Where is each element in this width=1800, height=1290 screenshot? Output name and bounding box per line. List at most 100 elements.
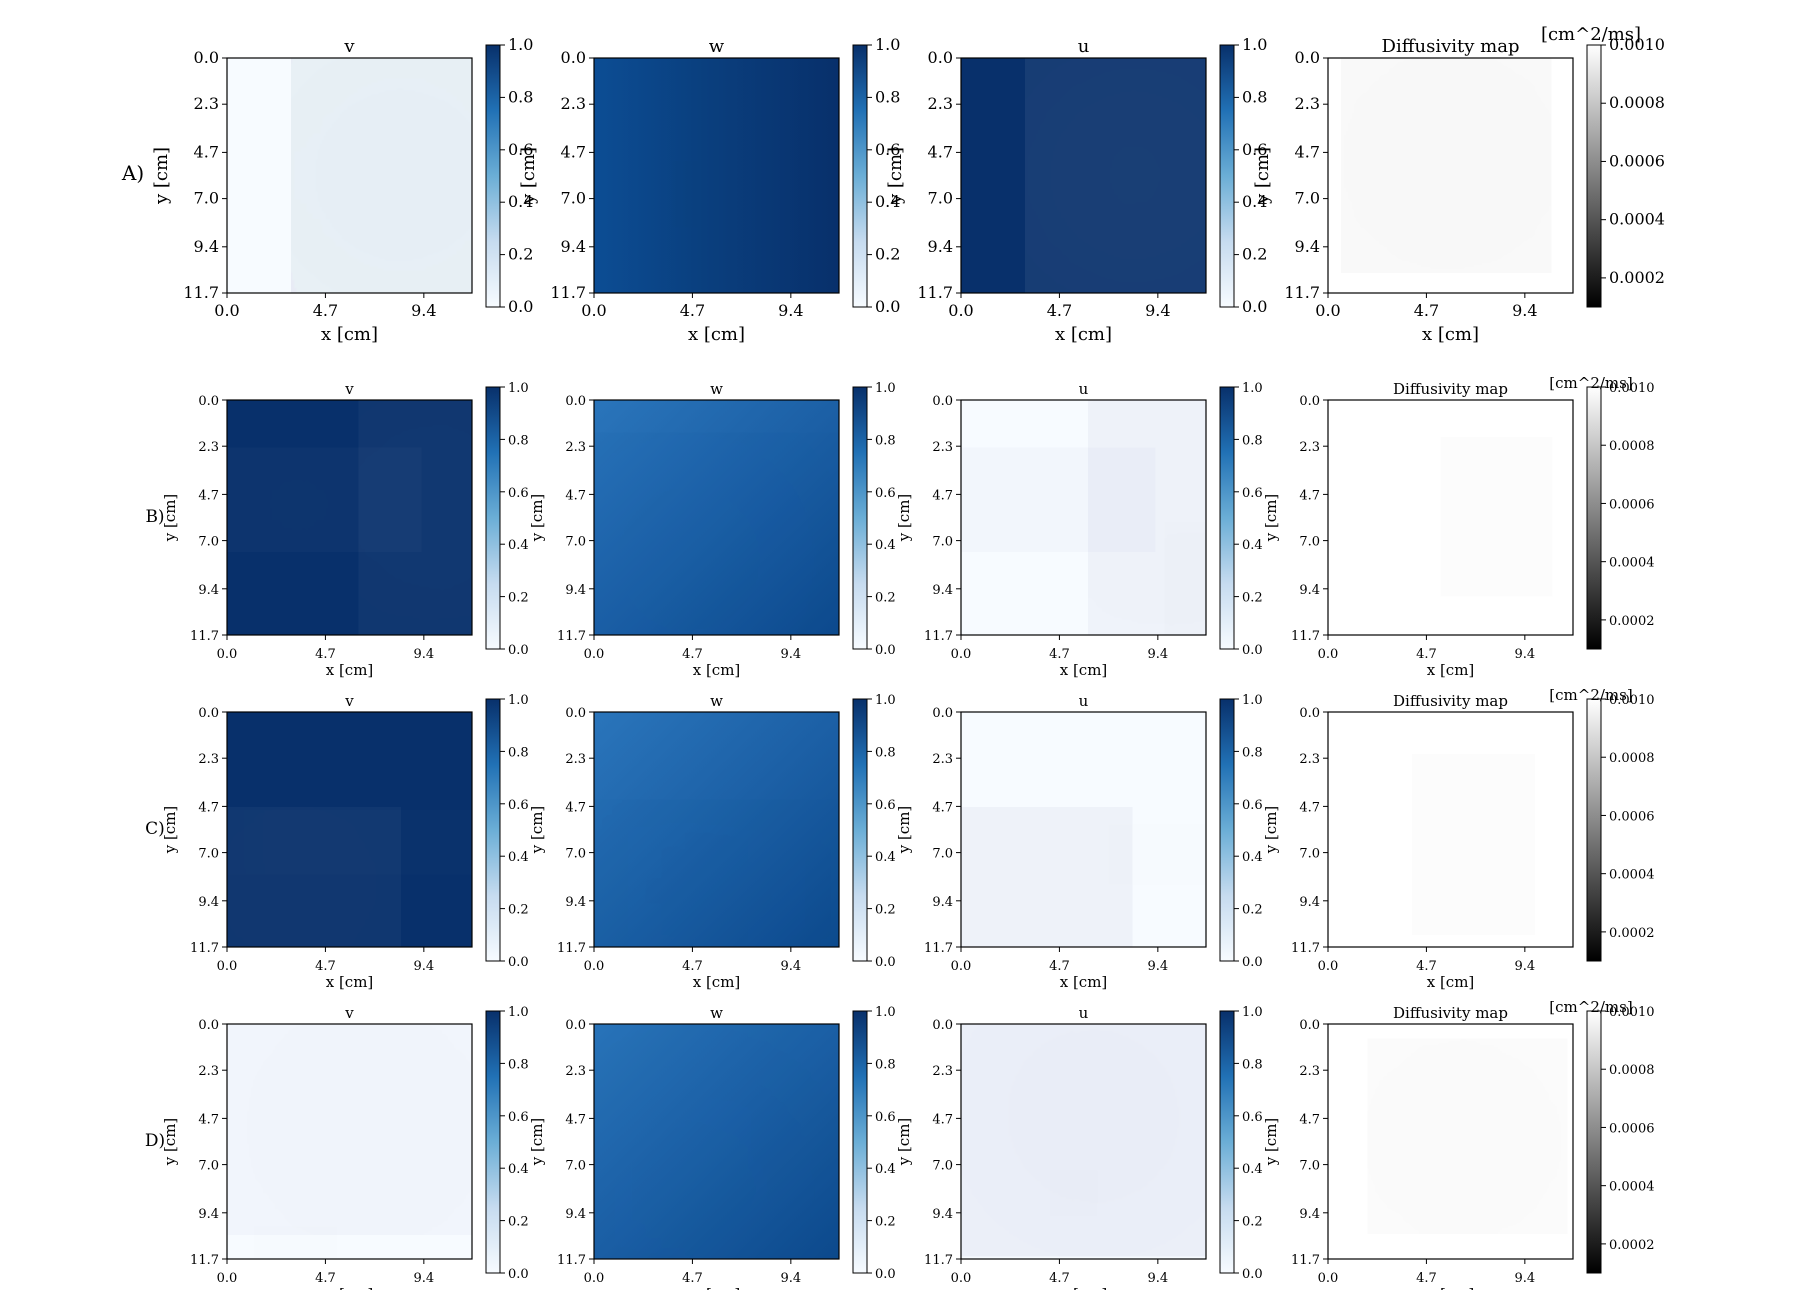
heatmap-field bbox=[1328, 58, 1573, 293]
y-tick-label: 9.4 bbox=[1299, 895, 1320, 910]
x-tick-label: 4.7 bbox=[1416, 1271, 1437, 1286]
colorbar-tick-label: 0.0 bbox=[1242, 643, 1263, 658]
axes-frame bbox=[960, 399, 1207, 636]
panel-title: u bbox=[1079, 692, 1089, 710]
colorbar-tick-label: 0.8 bbox=[1242, 1057, 1263, 1072]
y-axis-label: y [cm] bbox=[161, 806, 179, 855]
colorbar: 0.0 0.2 0.4 0.6 0.8 1.0 bbox=[852, 381, 896, 658]
colorbar-tick-label: 0.6 bbox=[1242, 486, 1263, 501]
y-tick-label: 0.0 bbox=[198, 706, 219, 721]
x-axis-label: x [cm] bbox=[693, 1285, 741, 1290]
colorbar-tick-label: 0.4 bbox=[1242, 538, 1263, 553]
y-tick-label: 11.7 bbox=[1291, 941, 1320, 956]
y-tick-label: 11.7 bbox=[557, 1253, 586, 1268]
colorbar-gradient bbox=[485, 386, 501, 650]
y-tick-label: 11.7 bbox=[924, 629, 953, 644]
y-tick-label: 2.3 bbox=[565, 752, 586, 767]
panel: w 0.0 2.3 4.7 7.0 9.4 11.7 0.0 4.7 9.4 x [cm] y [cm… bbox=[528, 692, 840, 991]
y-tick-label: 11.7 bbox=[557, 941, 586, 956]
x-axis-label: x [cm] bbox=[1060, 973, 1108, 991]
x-tick-label: 4.7 bbox=[682, 1271, 703, 1286]
colorbar-tick-label: 0.6 bbox=[508, 798, 529, 813]
colorbar-tick-label: 0.4 bbox=[1242, 1162, 1263, 1177]
y-tick-label: 4.7 bbox=[198, 488, 219, 503]
y-tick-label: 11.7 bbox=[550, 283, 586, 302]
colorbar-tick-label: 0.4 bbox=[508, 1162, 529, 1177]
colorbar-tick-label: 0.0006 bbox=[1609, 151, 1665, 170]
y-tick-label: 11.7 bbox=[917, 283, 953, 302]
y-tick-label: 11.7 bbox=[1291, 1253, 1320, 1268]
panel-title: Diffusivity map bbox=[1393, 1004, 1508, 1022]
y-tick-label: 2.3 bbox=[194, 94, 219, 113]
panel: u 0.0 2.3 4.7 7.0 9.4 11.7 0.0 4.7 9.4 x [cm] y [cm… bbox=[895, 1004, 1207, 1290]
colorbar-tick-label: 0.2 bbox=[1242, 591, 1263, 606]
y-tick-label: 0.0 bbox=[194, 48, 219, 67]
x-axis-label: x [cm] bbox=[1060, 661, 1108, 679]
panel-title: w bbox=[710, 1004, 723, 1022]
panel: Diffusivity map 0.0 2.3 4.7 7.0 9.4 11.7 0.0 4.7… bbox=[1262, 692, 1574, 991]
panel: w 0.0 2.3 4.7 7.0 9.4 11.7 0.0 4.7 9.4 x [cm] y [cm… bbox=[528, 380, 840, 679]
panel-title: w bbox=[709, 36, 725, 57]
x-tick-label: 0.0 bbox=[1315, 301, 1340, 320]
y-tick-label: 9.4 bbox=[561, 237, 586, 256]
y-tick-label: 2.3 bbox=[1299, 752, 1320, 767]
y-tick-label: 0.0 bbox=[1299, 394, 1320, 409]
colorbar-tick-label: 0.4 bbox=[1242, 850, 1263, 865]
x-tick-label: 0.0 bbox=[214, 301, 239, 320]
y-tick-label: 0.0 bbox=[1299, 706, 1320, 721]
heatmap-field bbox=[961, 1024, 1206, 1259]
colorbar-tick-label: 0.0 bbox=[875, 955, 896, 970]
y-axis-label: y [cm] bbox=[1262, 806, 1280, 855]
colorbar-tick-label: 0.6 bbox=[1242, 1110, 1263, 1125]
colorbar-tick-label: 0.6 bbox=[875, 486, 896, 501]
colorbar-tick-label: 0.2 bbox=[508, 1215, 529, 1230]
x-tick-label: 4.7 bbox=[1416, 647, 1437, 662]
y-tick-label: 0.0 bbox=[932, 1018, 953, 1033]
x-tick-label: 9.4 bbox=[413, 647, 434, 662]
y-tick-label: 9.4 bbox=[928, 237, 953, 256]
x-tick-label: 0.0 bbox=[584, 1271, 605, 1286]
colorbar: 0.0 0.2 0.4 0.6 0.8 1.0 bbox=[852, 1005, 896, 1282]
colorbar-tick-label: 0.0 bbox=[1242, 1267, 1263, 1282]
colorbar-gradient bbox=[485, 1010, 501, 1274]
colorbar-tick-label: 0.6 bbox=[508, 140, 533, 159]
colorbar-tick-label: 1.0 bbox=[1242, 381, 1263, 396]
colorbar-tick-label: 0.0 bbox=[508, 1267, 529, 1282]
y-tick-label: 2.3 bbox=[1299, 440, 1320, 455]
y-tick-label: 9.4 bbox=[932, 583, 953, 598]
y-tick-label: 9.4 bbox=[1295, 237, 1320, 256]
colorbar-tick-label: 1.0 bbox=[508, 35, 533, 54]
axes-frame bbox=[1327, 711, 1574, 948]
colorbar: 0.0 0.2 0.4 0.6 0.8 1.0 bbox=[485, 1005, 529, 1282]
y-tick-label: 4.7 bbox=[928, 142, 953, 161]
y-tick-label: 11.7 bbox=[183, 283, 219, 302]
x-tick-label: 4.7 bbox=[1049, 959, 1070, 974]
x-axis-label: x [cm] bbox=[321, 324, 378, 345]
y-tick-label: 7.0 bbox=[198, 1159, 219, 1174]
x-tick-label: 4.7 bbox=[682, 959, 703, 974]
y-tick-label: 11.7 bbox=[924, 1253, 953, 1268]
colorbar-tick-label: 0.4 bbox=[875, 192, 900, 211]
axes-frame bbox=[1327, 57, 1574, 294]
colorbar-unit-label: [cm^2/ms] bbox=[1549, 374, 1632, 392]
x-tick-label: 0.0 bbox=[217, 647, 238, 662]
y-axis-label: y [cm] bbox=[1252, 147, 1273, 205]
y-tick-label: 0.0 bbox=[565, 1018, 586, 1033]
y-tick-label: 11.7 bbox=[557, 629, 586, 644]
heatmap-field bbox=[594, 58, 839, 293]
colorbar-tick-label: 0.2 bbox=[875, 1215, 896, 1230]
panel: v0.02.34.77.09.411.70.04.79.4x [cm]y [cm… bbox=[161, 1004, 473, 1290]
colorbar-gradient bbox=[852, 698, 868, 962]
colorbar-tick-label: 0.0006 bbox=[1609, 809, 1655, 824]
y-tick-label: 4.7 bbox=[194, 142, 219, 161]
colorbar-unit-label: [cm^2/ms] bbox=[1549, 686, 1632, 704]
colorbar-tick-label: 0.8 bbox=[508, 433, 529, 448]
colorbar-tick-label: 0.0008 bbox=[1609, 439, 1655, 454]
y-tick-label: 2.3 bbox=[1299, 1064, 1320, 1079]
colorbar-tick-label: 0.2 bbox=[1242, 245, 1267, 264]
y-tick-label: 11.7 bbox=[190, 941, 219, 956]
x-axis-label: x [cm] bbox=[326, 661, 374, 679]
x-axis-label: x [cm] bbox=[693, 973, 741, 991]
